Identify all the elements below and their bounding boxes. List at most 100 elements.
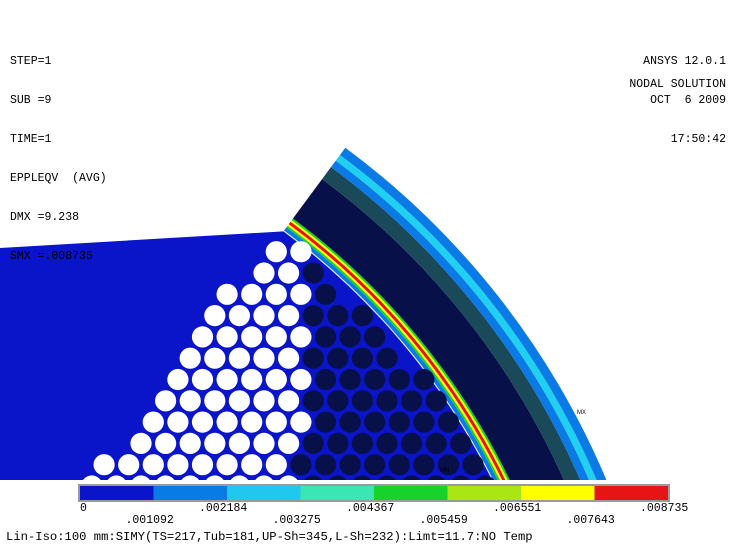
open-hole bbox=[155, 432, 177, 454]
legend-tick-label: .005459 bbox=[419, 514, 468, 527]
legend-swatch bbox=[447, 486, 521, 500]
legend-swatch bbox=[374, 486, 448, 500]
max-marker: MX bbox=[577, 410, 586, 416]
plugged-hole bbox=[351, 305, 373, 327]
open-hole bbox=[228, 432, 250, 454]
legend-tick-label: .008735 bbox=[640, 502, 689, 515]
legend-tick-label: .002184 bbox=[199, 502, 248, 515]
plugged-hole bbox=[339, 368, 361, 391]
open-hole bbox=[241, 411, 263, 433]
dmx-label: DMX =9.238 bbox=[10, 211, 80, 224]
plugged-hole bbox=[364, 411, 386, 433]
plugged-hole bbox=[351, 432, 373, 454]
open-hole bbox=[130, 432, 152, 454]
open-hole bbox=[278, 432, 300, 454]
open-hole bbox=[191, 411, 214, 433]
open-hole bbox=[204, 390, 226, 412]
open-hole bbox=[265, 241, 287, 263]
version-label: ANSYS 12.0.1 bbox=[643, 55, 726, 68]
plugged-hole bbox=[302, 262, 324, 284]
plugged-hole bbox=[425, 432, 447, 454]
plugged-hole bbox=[314, 454, 337, 476]
open-hole bbox=[167, 454, 189, 476]
open-hole bbox=[228, 390, 250, 412]
plugged-hole bbox=[314, 283, 337, 305]
open-hole bbox=[191, 368, 214, 391]
plugged-hole bbox=[376, 432, 398, 454]
open-hole bbox=[241, 368, 263, 391]
legend-swatch bbox=[300, 486, 374, 500]
plugged-hole bbox=[388, 454, 410, 476]
solution-type-label: NODAL SOLUTION bbox=[629, 78, 726, 91]
plugged-hole bbox=[314, 368, 337, 391]
plugged-hole bbox=[376, 347, 398, 369]
tube-holes bbox=[81, 241, 496, 480]
open-hole bbox=[253, 262, 275, 284]
plugged-hole bbox=[302, 305, 324, 327]
open-hole bbox=[265, 368, 287, 391]
open-hole bbox=[228, 347, 250, 369]
plugged-hole bbox=[327, 432, 349, 454]
plugged-hole bbox=[351, 347, 373, 369]
plugged-hole bbox=[302, 432, 324, 454]
open-hole bbox=[179, 347, 201, 369]
min-marker: MN bbox=[440, 468, 450, 474]
plugged-hole bbox=[314, 411, 337, 433]
legend-bar bbox=[78, 484, 670, 502]
open-hole bbox=[253, 305, 275, 327]
plugged-hole bbox=[388, 411, 410, 433]
open-hole bbox=[290, 283, 312, 305]
plugged-hole bbox=[339, 411, 361, 433]
open-hole bbox=[204, 432, 226, 454]
legend-swatch bbox=[80, 486, 154, 500]
plugged-hole bbox=[413, 368, 435, 391]
time-label: TIME=1 bbox=[10, 133, 52, 146]
open-hole bbox=[278, 390, 300, 412]
plugged-hole bbox=[450, 432, 472, 454]
legend-tick-label: .001092 bbox=[125, 514, 174, 527]
open-hole bbox=[253, 390, 275, 412]
legend-tick-label: .007643 bbox=[566, 514, 615, 527]
open-hole bbox=[290, 241, 312, 263]
open-hole bbox=[204, 305, 226, 327]
plugged-hole bbox=[388, 368, 410, 391]
open-hole bbox=[216, 368, 238, 391]
plugged-hole bbox=[290, 454, 312, 476]
open-hole bbox=[253, 432, 275, 454]
open-hole bbox=[265, 454, 287, 476]
open-hole bbox=[290, 368, 312, 391]
legend-swatch bbox=[153, 486, 227, 500]
open-hole bbox=[253, 347, 275, 369]
open-hole bbox=[290, 411, 312, 433]
open-hole bbox=[241, 454, 263, 476]
plugged-hole bbox=[339, 454, 361, 476]
open-hole bbox=[179, 432, 201, 454]
plugged-hole bbox=[302, 390, 324, 412]
legend-tick-label: 0 bbox=[80, 502, 87, 515]
open-hole bbox=[204, 347, 226, 369]
header-right: ANSYS 12.0.1 OCT 6 2009 17:50:42 bbox=[643, 29, 726, 172]
plugged-hole bbox=[364, 368, 386, 391]
open-hole bbox=[216, 326, 238, 348]
open-hole bbox=[216, 411, 238, 433]
plugged-hole bbox=[327, 390, 349, 412]
open-hole bbox=[142, 454, 164, 476]
open-hole bbox=[265, 283, 287, 305]
plugged-hole bbox=[327, 305, 349, 327]
plugged-hole bbox=[401, 390, 423, 412]
open-hole bbox=[118, 454, 140, 476]
open-hole bbox=[179, 390, 201, 412]
open-hole bbox=[265, 411, 287, 433]
plugged-hole bbox=[376, 390, 398, 412]
plugged-hole bbox=[314, 326, 337, 348]
open-hole bbox=[278, 305, 300, 327]
open-hole bbox=[290, 326, 312, 348]
plugged-hole bbox=[401, 432, 423, 454]
smx-label: SMX =.008735 bbox=[10, 250, 93, 263]
open-hole bbox=[167, 411, 189, 433]
date-label: OCT 6 2009 bbox=[650, 94, 726, 107]
plugged-hole bbox=[425, 390, 447, 412]
plugged-hole bbox=[327, 347, 349, 369]
